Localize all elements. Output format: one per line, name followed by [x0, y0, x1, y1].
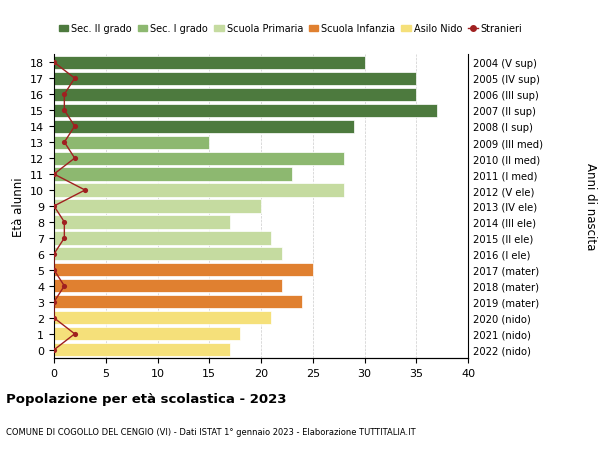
Point [49, 59, 59, 67]
Bar [54, 248, 282, 261]
Bar [54, 120, 354, 134]
Bar [54, 104, 437, 118]
Text: Popolazione per età scolastica - 2023: Popolazione per età scolastica - 2023 [6, 392, 287, 405]
Bar [54, 152, 344, 165]
Point [70, 75, 80, 83]
Text: Anni di nascita: Anni di nascita [584, 163, 597, 250]
Point [49, 251, 59, 258]
Bar [54, 73, 416, 85]
Point [49, 171, 59, 179]
Bar [54, 232, 271, 245]
Point [59, 283, 69, 290]
Point [59, 91, 69, 99]
Bar [54, 312, 271, 325]
Point [49, 314, 59, 322]
Bar [54, 264, 313, 277]
Point [70, 123, 80, 130]
Point [49, 347, 59, 354]
Bar [54, 89, 416, 101]
Point [49, 203, 59, 210]
Y-axis label: Età alunni: Età alunni [11, 177, 25, 236]
Point [59, 139, 69, 146]
Text: COMUNE DI COGOLLO DEL CENGIO (VI) - Dati ISTAT 1° gennaio 2023 - Elaborazione TU: COMUNE DI COGOLLO DEL CENGIO (VI) - Dati… [6, 427, 416, 436]
Bar [54, 296, 302, 309]
Bar [54, 136, 209, 149]
Point [59, 235, 69, 242]
Bar [54, 343, 230, 357]
Point [49, 298, 59, 306]
Bar [54, 216, 230, 229]
Bar [54, 56, 365, 70]
Point [59, 219, 69, 226]
Bar [54, 328, 240, 341]
Point [70, 330, 80, 338]
Point [49, 267, 59, 274]
Point [59, 107, 69, 115]
Bar [54, 280, 282, 293]
Point [70, 155, 80, 162]
Bar [54, 168, 292, 181]
Point [80, 187, 90, 194]
Bar [54, 184, 344, 197]
Bar [54, 200, 261, 213]
Legend: Sec. II grado, Sec. I grado, Scuola Primaria, Scuola Infanzia, Asilo Nido, Stran: Sec. II grado, Sec. I grado, Scuola Prim… [55, 21, 526, 38]
